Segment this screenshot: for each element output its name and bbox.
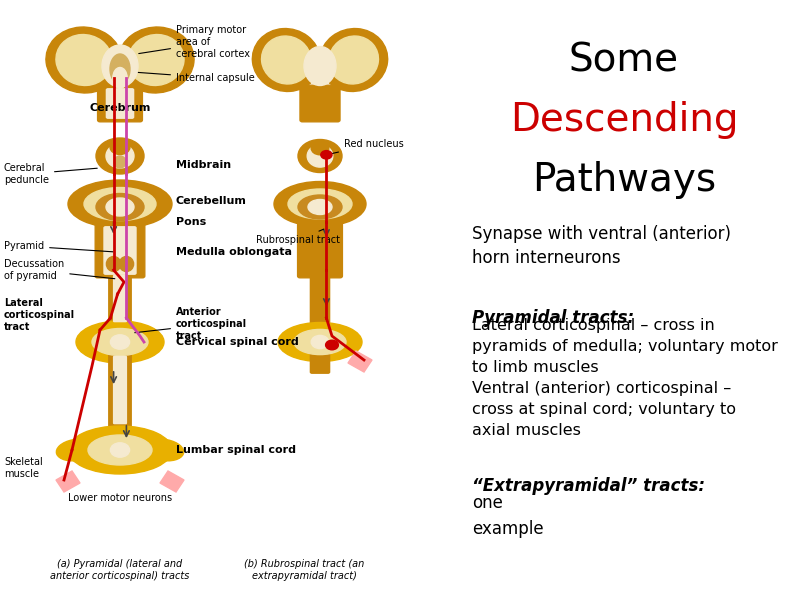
Text: Lateral corticospinal – cross in
pyramids of medulla; voluntary motor
to limb mu: Lateral corticospinal – cross in pyramid… — [472, 318, 778, 438]
Ellipse shape — [106, 257, 121, 271]
Ellipse shape — [329, 36, 378, 84]
Ellipse shape — [113, 67, 127, 88]
Ellipse shape — [106, 198, 134, 216]
Text: Pyramid: Pyramid — [4, 241, 114, 252]
FancyBboxPatch shape — [95, 220, 145, 278]
FancyBboxPatch shape — [98, 82, 142, 122]
Ellipse shape — [82, 331, 102, 352]
Ellipse shape — [319, 29, 388, 91]
Ellipse shape — [294, 329, 346, 355]
FancyBboxPatch shape — [114, 275, 126, 322]
Ellipse shape — [68, 426, 172, 474]
Text: Lateral
corticospinal
tract: Lateral corticospinal tract — [4, 298, 75, 332]
Ellipse shape — [286, 332, 303, 352]
FancyBboxPatch shape — [300, 85, 340, 122]
Ellipse shape — [84, 187, 156, 220]
Text: Internal capsule: Internal capsule — [134, 72, 254, 83]
Text: “Extrapyramidal” tracts:: “Extrapyramidal” tracts: — [472, 477, 705, 495]
Ellipse shape — [304, 46, 336, 85]
Text: Red nucleus: Red nucleus — [329, 139, 404, 154]
Ellipse shape — [307, 145, 333, 167]
Text: Cerebellum: Cerebellum — [176, 196, 247, 206]
Ellipse shape — [56, 35, 112, 85]
FancyBboxPatch shape — [109, 353, 131, 427]
Text: Cerebral
peduncle: Cerebral peduncle — [4, 163, 98, 185]
Ellipse shape — [96, 193, 144, 220]
Ellipse shape — [138, 331, 158, 352]
Ellipse shape — [118, 27, 194, 93]
FancyBboxPatch shape — [310, 341, 330, 373]
Ellipse shape — [106, 144, 134, 168]
FancyBboxPatch shape — [298, 223, 342, 278]
Ellipse shape — [337, 332, 354, 352]
Ellipse shape — [262, 36, 311, 84]
Text: Decussation
of pyramid: Decussation of pyramid — [4, 259, 115, 281]
Text: Anterior
corticospinal
tract: Anterior corticospinal tract — [134, 307, 247, 341]
Polygon shape — [56, 471, 80, 492]
Ellipse shape — [311, 142, 329, 155]
Circle shape — [110, 443, 130, 457]
Ellipse shape — [288, 189, 352, 219]
FancyBboxPatch shape — [104, 227, 136, 274]
Text: Primary motor
area of
cerebral cortex: Primary motor area of cerebral cortex — [138, 25, 250, 59]
Polygon shape — [348, 351, 372, 372]
Ellipse shape — [252, 29, 321, 91]
Ellipse shape — [56, 439, 96, 461]
Ellipse shape — [88, 435, 152, 465]
Circle shape — [110, 335, 130, 349]
FancyBboxPatch shape — [114, 356, 126, 424]
Text: Lower motor neurons: Lower motor neurons — [68, 493, 172, 503]
Ellipse shape — [119, 257, 134, 271]
Text: Some: Some — [569, 41, 679, 79]
Text: Synapse with ventral (anterior)
horn interneurons: Synapse with ventral (anterior) horn int… — [472, 225, 731, 267]
Text: Midbrain: Midbrain — [176, 160, 231, 170]
Text: Medulla oblongata: Medulla oblongata — [176, 247, 292, 257]
Ellipse shape — [68, 180, 172, 228]
Ellipse shape — [308, 199, 332, 214]
Polygon shape — [160, 471, 184, 492]
Ellipse shape — [102, 45, 138, 87]
Ellipse shape — [96, 138, 144, 174]
FancyBboxPatch shape — [106, 89, 134, 118]
Ellipse shape — [46, 27, 122, 93]
Ellipse shape — [298, 139, 342, 173]
Text: Descending: Descending — [510, 101, 738, 139]
Text: Rubrospinal tract: Rubrospinal tract — [256, 229, 340, 245]
Ellipse shape — [144, 439, 184, 461]
FancyBboxPatch shape — [109, 272, 131, 325]
Ellipse shape — [114, 156, 126, 168]
Text: one
example: one example — [472, 494, 544, 538]
Text: Pathways: Pathways — [532, 161, 716, 199]
Text: (b) Rubrospinal tract (an
extrapyramidal tract): (b) Rubrospinal tract (an extrapyramidal… — [244, 559, 364, 581]
Circle shape — [311, 335, 329, 349]
Ellipse shape — [92, 329, 148, 355]
Ellipse shape — [278, 323, 362, 361]
Text: Skeletal
muscle: Skeletal muscle — [4, 457, 42, 479]
Ellipse shape — [76, 321, 164, 363]
Circle shape — [326, 340, 338, 350]
Circle shape — [321, 151, 332, 159]
Text: Cerebrum: Cerebrum — [90, 103, 150, 113]
Ellipse shape — [274, 181, 366, 226]
Ellipse shape — [298, 195, 342, 219]
FancyBboxPatch shape — [310, 272, 330, 325]
Text: Pyramidal tracts:: Pyramidal tracts: — [472, 309, 634, 327]
Text: (a) Pyramidal (lateral and
anterior corticospinal) tracts: (a) Pyramidal (lateral and anterior cort… — [50, 559, 190, 581]
Text: Cervical spinal cord: Cervical spinal cord — [176, 337, 298, 347]
Ellipse shape — [128, 35, 184, 85]
Text: Pons: Pons — [176, 217, 206, 227]
Text: Lumbar spinal cord: Lumbar spinal cord — [176, 445, 296, 455]
Ellipse shape — [110, 139, 130, 154]
Ellipse shape — [110, 54, 130, 84]
